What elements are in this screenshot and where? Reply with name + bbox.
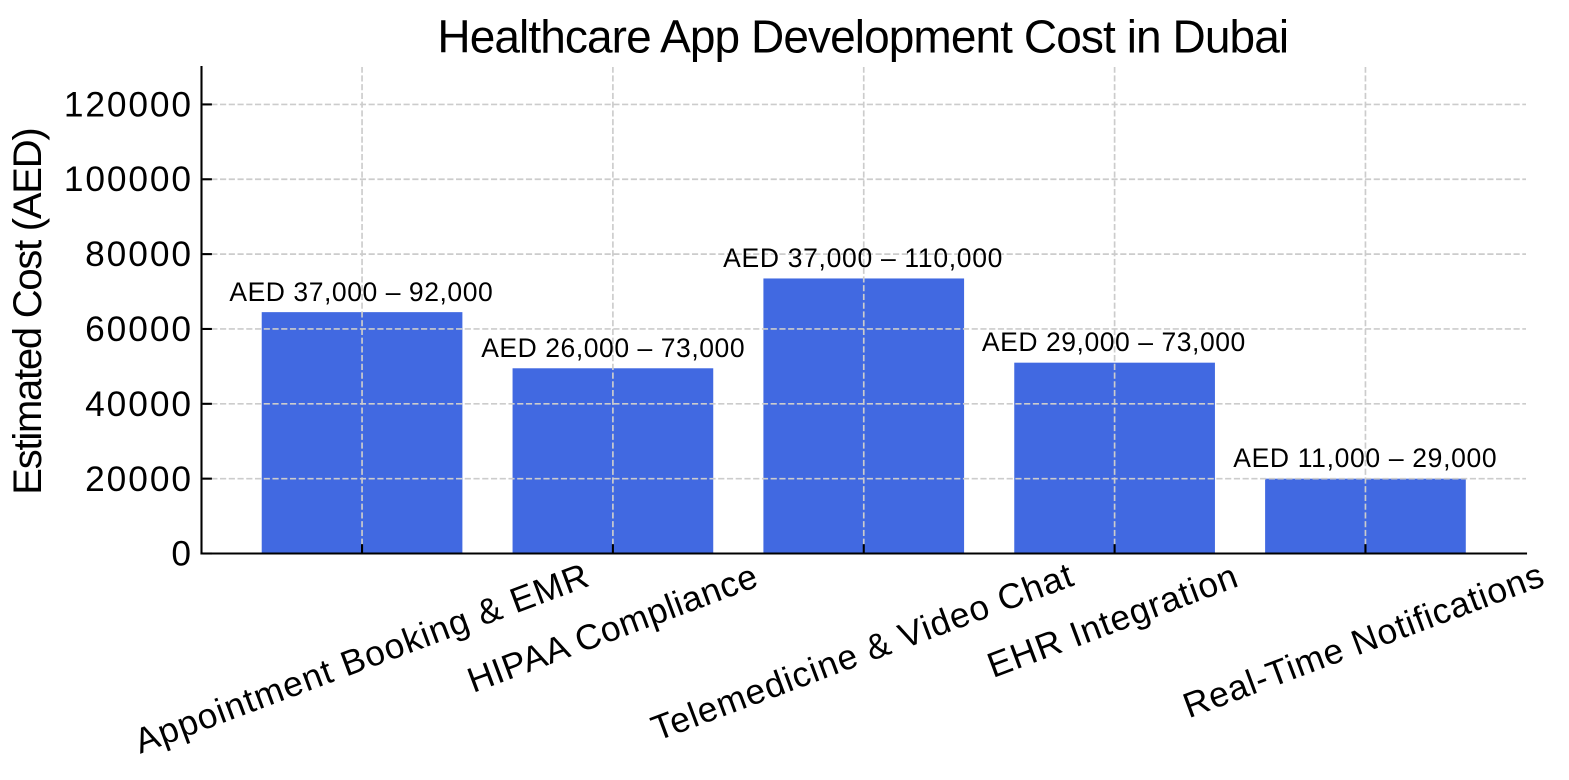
svg-text:AED 26,000 – 73,000: AED 26,000 – 73,000 [481, 333, 744, 363]
svg-text:AED 37,000 – 92,000: AED 37,000 – 92,000 [229, 277, 492, 307]
svg-text:Healthcare App Development Cos: Healthcare App Development Cost in Dubai [437, 11, 1289, 63]
svg-text:AED 37,000 – 110,000: AED 37,000 – 110,000 [723, 243, 1002, 273]
svg-text:AED 29,000 – 73,000: AED 29,000 – 73,000 [982, 327, 1245, 357]
svg-text:60000: 60000 [85, 310, 191, 349]
svg-text:20000: 20000 [85, 460, 191, 499]
svg-text:120000: 120000 [64, 85, 191, 124]
svg-text:100000: 100000 [64, 160, 191, 199]
svg-text:0: 0 [171, 534, 191, 573]
svg-text:AED 11,000 – 29,000: AED 11,000 – 29,000 [1233, 443, 1496, 473]
svg-text:Estimated Cost (AED): Estimated Cost (AED) [6, 127, 50, 494]
svg-text:40000: 40000 [85, 385, 191, 424]
svg-text:80000: 80000 [85, 235, 191, 274]
